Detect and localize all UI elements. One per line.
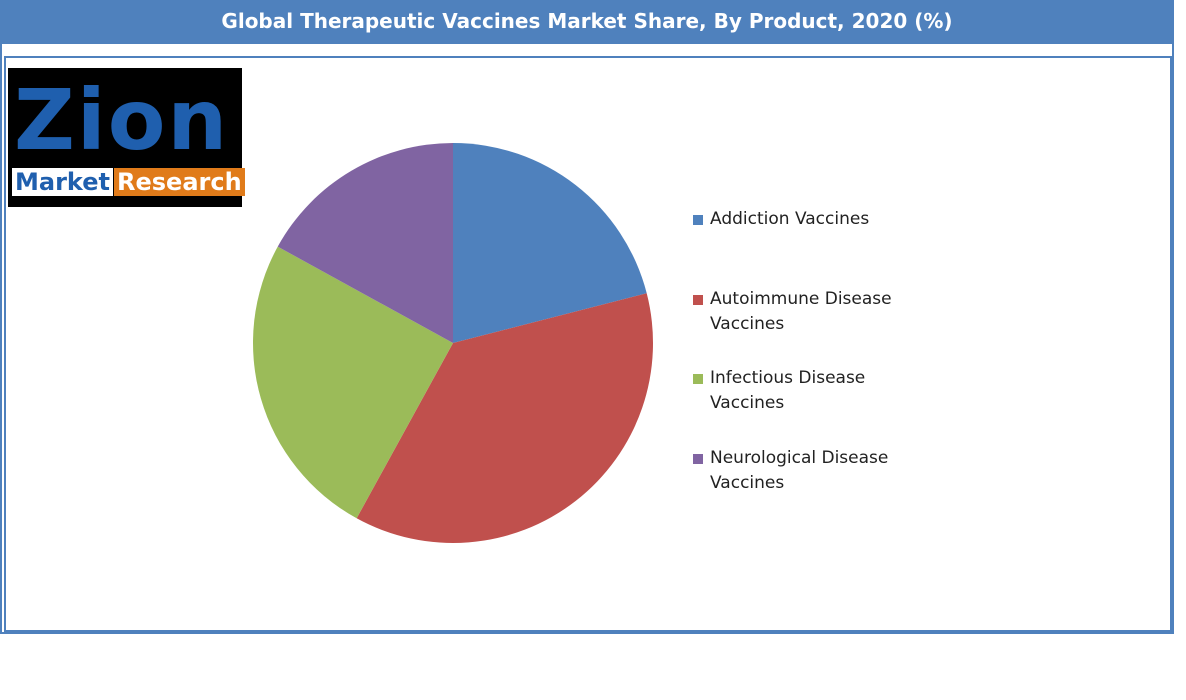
- legend-swatch: [693, 374, 703, 384]
- legend-label: Infectious Disease Vaccines: [710, 368, 866, 413]
- logo-right: Research: [114, 168, 245, 196]
- legend-label: Autoimmune Disease Vaccines: [710, 289, 892, 334]
- logo-name: Zion: [14, 71, 230, 169]
- pie-slice: [453, 143, 647, 343]
- legend-label: Neurological Disease Vaccines: [710, 448, 889, 493]
- legend-entry: Addiction Vaccines: [693, 207, 933, 232]
- legend-entry: Neurological Disease Vaccines: [693, 446, 933, 496]
- legend-entry: Autoimmune Disease Vaccines: [693, 287, 933, 337]
- legend-swatch: [693, 215, 703, 225]
- plot-frame: [4, 56, 1172, 632]
- chart-title: Global Therapeutic Vaccines Market Share…: [0, 0, 1174, 44]
- legend-swatch: [693, 295, 703, 305]
- legend-entry: Infectious Disease Vaccines: [693, 366, 933, 416]
- pie-slice: [277, 143, 453, 343]
- legend-label: Addiction Vaccines: [710, 209, 870, 229]
- logo: Zion Market Research: [8, 68, 245, 207]
- logo-left: Market: [12, 168, 113, 196]
- legend-swatch: [693, 454, 703, 464]
- pie-slice: [253, 246, 453, 519]
- pie-slice: [356, 293, 653, 543]
